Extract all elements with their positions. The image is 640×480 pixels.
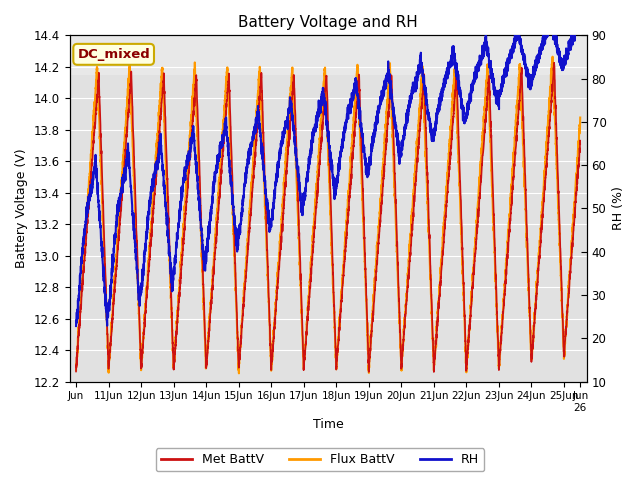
Text: DC_mixed: DC_mixed [77,48,150,61]
Y-axis label: RH (%): RH (%) [612,187,625,230]
Y-axis label: Battery Voltage (V): Battery Voltage (V) [15,149,28,268]
Title: Battery Voltage and RH: Battery Voltage and RH [238,15,418,30]
X-axis label: Time: Time [313,419,344,432]
Legend: Met BattV, Flux BattV, RH: Met BattV, Flux BattV, RH [156,448,484,471]
Bar [70,75,587,382]
